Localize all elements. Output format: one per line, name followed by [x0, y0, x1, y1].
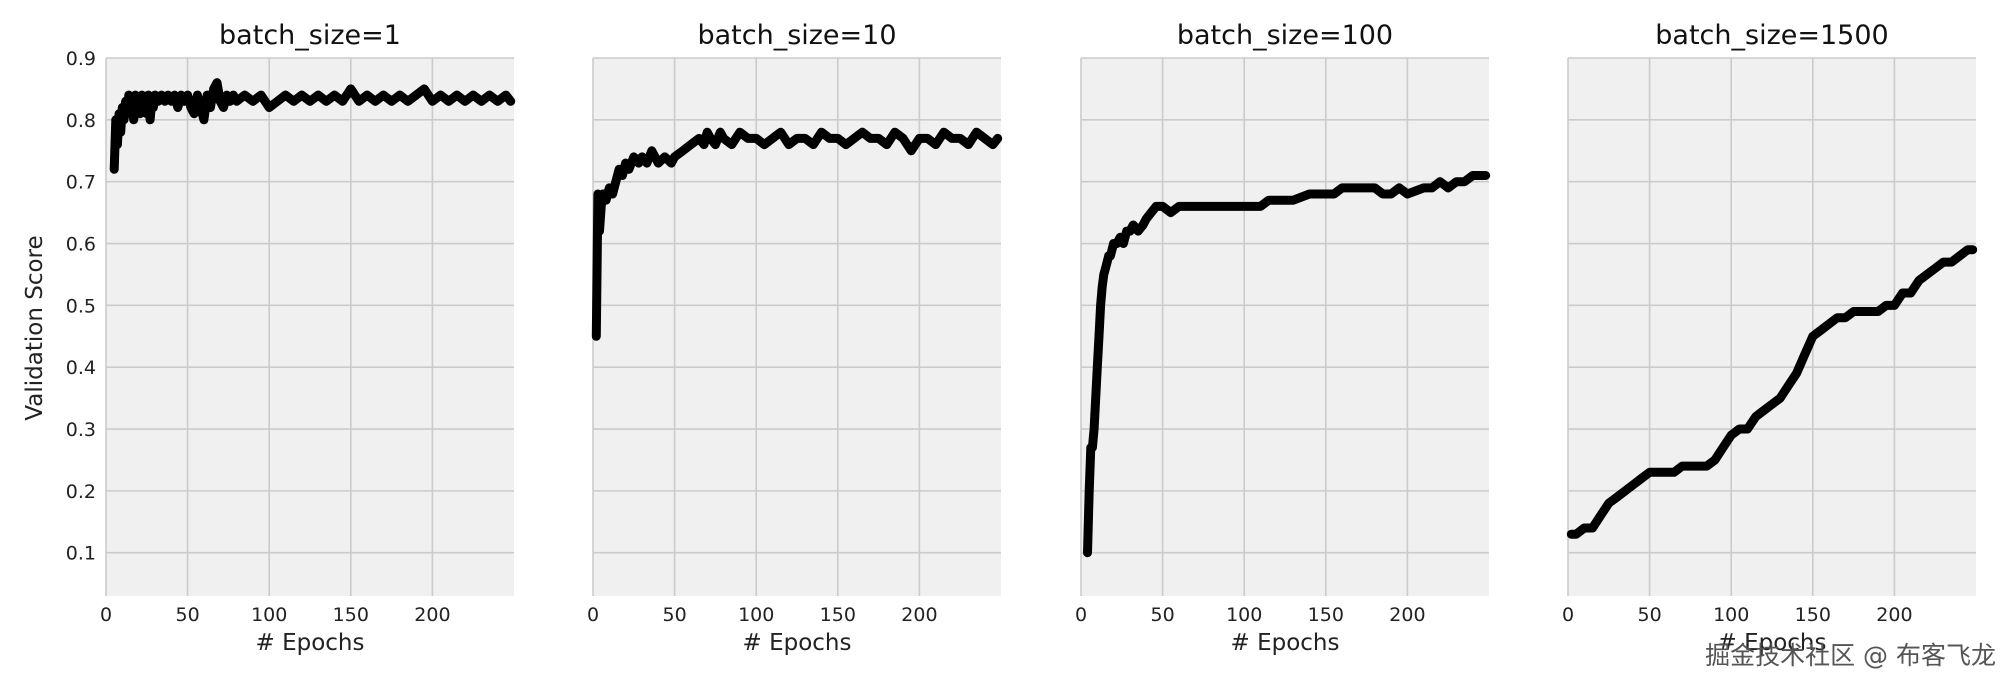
y-tick-label: 0.3	[66, 419, 96, 441]
x-tick-label: 200	[1389, 604, 1425, 626]
chart-panel: 0 50 100 150 200 batch_size=1500 # Epochs	[1562, 20, 1978, 656]
x-tick-label: 150	[1308, 604, 1344, 626]
x-tick-label: 0	[1075, 604, 1087, 626]
x-tick-label: 200	[414, 604, 450, 626]
chart-panel: 0 50 100 150 200 0.1 0.2 0.3 0.4 0.5 0.6 0.7 0.8 0.9 b…	[66, 20, 516, 656]
plot-area-background	[1568, 58, 1976, 596]
x-axis-label: # Epochs	[743, 630, 852, 656]
y-tick-label: 0.8	[66, 110, 96, 132]
chart-panel: 0 50 100 150 200 batch_size=100 # Epochs	[1075, 20, 1491, 656]
panel-title: batch_size=1500	[1655, 20, 1888, 51]
y-tick-label: 0.6	[66, 234, 96, 256]
series-line	[109, 78, 516, 174]
y-tick-label: 0.7	[66, 172, 96, 194]
watermark-text: 掘金技术社区 @ 布客飞龙	[1705, 641, 1996, 670]
panel-title: batch_size=10	[697, 20, 896, 51]
panel-title: batch_size=100	[1177, 20, 1393, 51]
x-tick-label: 0	[100, 604, 112, 626]
y-tick-label: 0.9	[66, 48, 96, 70]
plot-area-background	[1081, 58, 1489, 596]
x-tick-label: 150	[333, 604, 369, 626]
plot-area-background	[106, 58, 514, 596]
y-tick-label: 0.1	[66, 543, 96, 565]
series-line	[591, 127, 1003, 341]
panel-title: batch_size=1	[219, 20, 401, 51]
x-tick-label: 100	[251, 604, 287, 626]
x-tick-label: 50	[1638, 604, 1662, 626]
y-tick-label: 0.5	[66, 295, 96, 317]
y-tick-label: 0.4	[66, 357, 96, 379]
x-tick-label: 150	[1795, 604, 1831, 626]
x-tick-label: 0	[587, 604, 599, 626]
x-tick-label: 0	[1562, 604, 1574, 626]
x-tick-label: 100	[1713, 604, 1749, 626]
x-tick-label: 50	[176, 604, 200, 626]
x-tick-label: 150	[820, 604, 856, 626]
x-axis-label: # Epochs	[256, 630, 365, 656]
x-tick-label: 100	[738, 604, 774, 626]
y-tick-label: 0.2	[66, 481, 96, 503]
x-axis-label: # Epochs	[1231, 630, 1340, 656]
x-tick-label: 200	[1876, 604, 1912, 626]
x-tick-label: 100	[1226, 604, 1262, 626]
x-tick-label: 50	[1151, 604, 1175, 626]
series-line	[1566, 245, 1978, 539]
series-line	[1083, 171, 1491, 558]
x-tick-label: 50	[663, 604, 687, 626]
chart-panels: 0 50 100 150 200 0.1 0.2 0.3 0.4 0.5 0.6 0.7 0.8 0.9 b…	[66, 20, 1978, 656]
y-axis-label: Validation Score	[22, 235, 48, 420]
x-tick-label: 200	[901, 604, 937, 626]
chart-panel: 0 50 100 150 200 batch_size=10 # Epochs	[587, 20, 1003, 656]
x-axis-label: # Epochs	[1718, 630, 1827, 656]
